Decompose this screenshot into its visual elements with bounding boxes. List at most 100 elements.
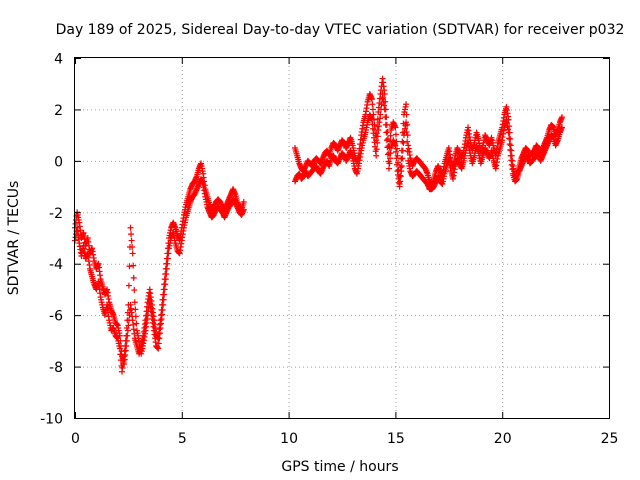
data-point: [403, 101, 410, 108]
data-point: [128, 231, 135, 238]
data-point: [129, 244, 136, 250]
y-tick-label: -10: [40, 412, 63, 428]
data-point: [387, 132, 394, 139]
data-point: [130, 262, 137, 269]
data-layer: [72, 75, 566, 375]
x-axis-label: GPS time / hours: [281, 459, 398, 475]
data-point: [505, 129, 512, 136]
data-point: [133, 320, 140, 327]
data-point: [132, 313, 139, 320]
data-point: [121, 348, 128, 355]
data-point: [162, 276, 169, 283]
data-point: [384, 144, 391, 151]
data-point: [131, 299, 138, 306]
data-point: [373, 152, 380, 159]
data-point: [160, 296, 167, 303]
data-point: [508, 147, 515, 154]
y-tick-label: -4: [49, 257, 63, 273]
y-tick-label: -8: [49, 360, 63, 376]
data-point: [163, 271, 170, 277]
data-point: [393, 155, 400, 162]
axis-ticks: [75, 58, 610, 419]
data-point: [404, 138, 411, 145]
x-tick-label: 25: [601, 431, 619, 447]
data-point: [117, 351, 124, 358]
data-point: [369, 101, 376, 108]
y-tick-label: 2: [54, 103, 63, 119]
chart-title: Day 189 of 2025, Sidereal Day-to-day VTE…: [56, 22, 625, 38]
data-point: [131, 287, 138, 294]
data-point: [384, 128, 391, 135]
y-tick-label: -2: [49, 206, 63, 222]
grid: [75, 58, 609, 418]
data-point: [386, 160, 393, 167]
data-point: [163, 265, 170, 272]
data-point: [384, 151, 391, 158]
data-point: [377, 111, 384, 118]
data-point: [506, 135, 513, 142]
data-point: [403, 119, 410, 126]
data-point: [506, 141, 513, 148]
data-point: [155, 345, 162, 352]
data-point: [155, 340, 162, 347]
data-point: [403, 111, 410, 118]
data-point: [392, 142, 399, 149]
data-point: [396, 183, 403, 190]
x-tick-label: 15: [387, 431, 405, 447]
y-axis-tick-labels: -10 -8 -6 -4 -2 0 2 4: [40, 52, 63, 428]
y-axis-label: SDTVAR / TECUs: [6, 181, 22, 296]
data-point: [123, 332, 130, 339]
x-tick-label: 5: [178, 431, 187, 447]
data-point: [383, 137, 390, 144]
y-tick-label: 4: [54, 52, 63, 68]
data-point: [404, 148, 411, 155]
data-point: [165, 250, 172, 257]
data-point: [507, 136, 514, 142]
data-point: [394, 161, 401, 168]
data-point: [397, 178, 404, 185]
data-point: [392, 124, 399, 131]
data-point: [240, 199, 247, 205]
data-point: [126, 263, 133, 270]
data-point: [156, 335, 163, 342]
data-point: [397, 173, 404, 180]
data-point: [559, 114, 566, 121]
data-point: [374, 139, 381, 146]
data-point: [387, 150, 394, 157]
data-point: [161, 291, 168, 298]
data-point: [122, 337, 129, 344]
data-point: [398, 163, 405, 169]
data-point: [124, 317, 131, 324]
data-point: [162, 281, 169, 288]
data-point: [387, 155, 394, 162]
data-point: [382, 121, 389, 128]
x-axis-tick-labels: 0 5 10 15 20 25: [71, 431, 618, 447]
x-tick-label: 10: [280, 431, 298, 447]
data-point: [394, 145, 401, 152]
data-point: [161, 286, 168, 293]
data-point: [121, 353, 128, 360]
data-point: [123, 325, 130, 331]
data-point: [156, 330, 163, 337]
data-point: [132, 306, 139, 313]
x-tick-label: 20: [494, 431, 512, 447]
data-point: [116, 345, 123, 352]
data-point: [399, 155, 406, 162]
data-point: [400, 139, 407, 146]
data-point: [129, 250, 136, 257]
x-tick-label: 0: [71, 431, 80, 447]
data-point: [125, 282, 132, 289]
data-point: [399, 147, 406, 154]
data-point: [373, 146, 380, 153]
data-point: [392, 131, 399, 138]
data-point: [122, 343, 129, 349]
data-point: [164, 260, 171, 267]
data-point: [398, 155, 405, 162]
data-point: [368, 96, 375, 103]
data-point: [381, 106, 388, 113]
data-point: [507, 146, 514, 153]
data-point: [383, 129, 390, 136]
data-point: [559, 124, 566, 131]
data-point: [124, 309, 131, 316]
plot-frame: [74, 57, 610, 419]
